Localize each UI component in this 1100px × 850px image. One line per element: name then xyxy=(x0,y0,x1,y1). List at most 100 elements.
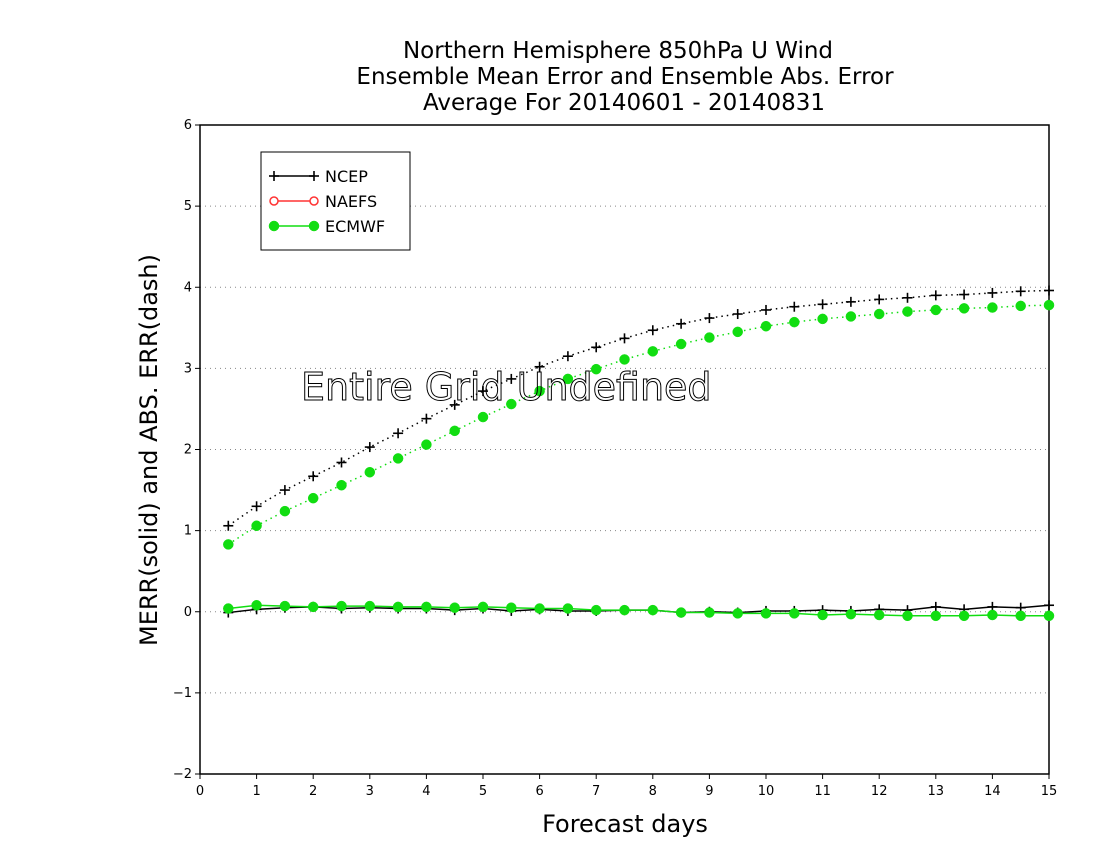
ncep-abs-error-point xyxy=(336,457,347,468)
ecmwf-mean-error-line xyxy=(228,604,1049,617)
ecmwf-abs-error-line xyxy=(227,304,1050,546)
ecmwf-mean-error-point xyxy=(421,601,432,613)
ecmwf-abs-error-point xyxy=(647,346,659,357)
ecmwf-abs-error-point xyxy=(873,308,885,320)
ncep-abs-error-point xyxy=(421,413,432,424)
legend: NCEP NAEFS ECMWF xyxy=(260,151,411,251)
ecmwf-abs-error-point xyxy=(336,479,347,491)
y-tick-label: 1 xyxy=(184,524,192,539)
ecmwf-abs-error-point xyxy=(1043,299,1055,311)
ecmwf-abs-error-point xyxy=(789,316,800,328)
ecmwf-mean-error-point xyxy=(704,607,715,618)
x-tick-label: 10 xyxy=(758,784,775,799)
ecmwf-mean-error-point xyxy=(279,600,291,612)
ecmwf-mean-error-point xyxy=(1043,610,1055,622)
x-tick-label: 13 xyxy=(928,784,945,799)
ecmwf-mean-error-point xyxy=(930,610,942,622)
ncep-abs-error-series xyxy=(223,285,1054,531)
ecmwf-abs-error-point xyxy=(223,539,234,550)
ecmwf-abs-error-point xyxy=(675,338,687,350)
ncep-abs-error-point xyxy=(959,289,970,300)
ecmwf-mean-error-point xyxy=(307,601,319,613)
ecmwf-mean-error-point xyxy=(619,604,630,616)
ecmwf-mean-error-point xyxy=(732,608,743,619)
ecmwf-abs-error-point xyxy=(930,304,942,316)
ncep-mean-error-series xyxy=(223,600,1054,618)
series xyxy=(223,285,1055,622)
ecmwf-abs-error-series xyxy=(223,299,1055,550)
ecmwf-abs-error-point xyxy=(421,439,432,450)
ecmwf-abs-error-point xyxy=(392,453,404,464)
ncep-abs-error-point xyxy=(364,442,375,453)
ncep-abs-error-point xyxy=(562,351,573,362)
ncep-abs-error-point xyxy=(279,485,290,496)
legend-swatch-marker xyxy=(269,196,279,206)
title-line-3: Average For 20140601 - 20140831 xyxy=(423,90,825,116)
ecmwf-abs-error-point xyxy=(364,466,376,478)
ncep-mean-error-point xyxy=(1044,600,1054,611)
ecmwf-mean-error-point xyxy=(1015,610,1026,622)
ecmwf-mean-error-point xyxy=(364,600,376,612)
ecmwf-mean-error-point xyxy=(647,604,659,616)
ncep-abs-error-point xyxy=(393,428,404,439)
ecmwf-mean-error-point xyxy=(534,603,545,614)
legend-label: NAEFS xyxy=(325,192,377,211)
y-tick-label: 2 xyxy=(184,443,192,458)
legend-label: NCEP xyxy=(325,167,368,186)
ecmwf-mean-error-point xyxy=(336,600,347,612)
ecmwf-mean-error-point xyxy=(590,604,602,616)
y-tick-label: 5 xyxy=(184,199,192,214)
y-tick-label: 4 xyxy=(184,280,192,295)
ecmwf-abs-error-point xyxy=(732,326,743,338)
ecmwf-abs-error-point xyxy=(987,302,998,313)
ncep-abs-error-point xyxy=(676,318,687,329)
ncep-abs-error-point xyxy=(930,290,941,301)
ecmwf-mean-error-point xyxy=(449,602,460,613)
ecmwf-abs-error-point xyxy=(590,363,602,375)
ncep-abs-error-point xyxy=(987,287,998,298)
ecmwf-abs-error-point xyxy=(279,505,291,517)
annotation-text: Entire Grid Undefined xyxy=(301,365,712,409)
legend-item-naefs: NAEFS xyxy=(269,192,377,211)
gridlines xyxy=(200,205,1049,694)
ncep-abs-error-point xyxy=(789,301,800,312)
x-tick-label: 12 xyxy=(871,784,888,799)
ecmwf-abs-error-point xyxy=(307,492,319,504)
ncep-abs-error-point xyxy=(251,501,262,512)
y-axis-label: MERR(solid) and ABS. ERR(dash) xyxy=(135,254,163,646)
ncep-abs-error-point xyxy=(704,313,715,324)
ecmwf-abs-error-point xyxy=(760,320,772,332)
ecmwf-abs-error-point xyxy=(619,354,630,365)
ncep-abs-error-point xyxy=(478,386,488,397)
ecmwf-mean-error-point xyxy=(392,601,404,613)
x-tick-label: 6 xyxy=(535,784,543,799)
ncep-mean-error-point xyxy=(930,601,941,612)
ncep-abs-error-point xyxy=(1044,285,1054,296)
ecmwf-mean-error-point xyxy=(562,603,574,614)
ncep-abs-error-point xyxy=(449,399,460,410)
ncep-abs-error-point xyxy=(902,292,913,303)
ecmwf-abs-error-point xyxy=(1015,300,1026,312)
legend-swatch-marker xyxy=(308,220,320,232)
ecmwf-mean-error-point xyxy=(902,610,913,622)
ecmwf-abs-error-point xyxy=(845,311,857,322)
ecmwf-mean-error-point xyxy=(789,608,800,619)
ncep-abs-error-point xyxy=(1015,286,1026,297)
legend-swatch-marker xyxy=(309,196,319,206)
legend-label: ECMWF xyxy=(325,217,385,236)
x-tick-label: 2 xyxy=(309,784,317,799)
x-tick-label: 5 xyxy=(479,784,487,799)
legend-swatch-marker xyxy=(268,220,280,232)
x-tick-label: 14 xyxy=(984,784,1001,799)
ecmwf-mean-error-point xyxy=(845,608,857,620)
ncep-abs-error-point xyxy=(534,361,545,372)
y-tick-label: −2 xyxy=(173,767,192,782)
x-tick-label: 1 xyxy=(252,784,260,799)
ecmwf-mean-error-point xyxy=(477,601,489,613)
ecmwf-mean-error-point xyxy=(873,609,885,621)
ecmwf-abs-error-point xyxy=(817,313,828,325)
ncep-abs-error-point xyxy=(647,325,658,336)
y-tick-label: 3 xyxy=(184,361,192,376)
ecmwf-mean-error-point xyxy=(223,603,234,614)
